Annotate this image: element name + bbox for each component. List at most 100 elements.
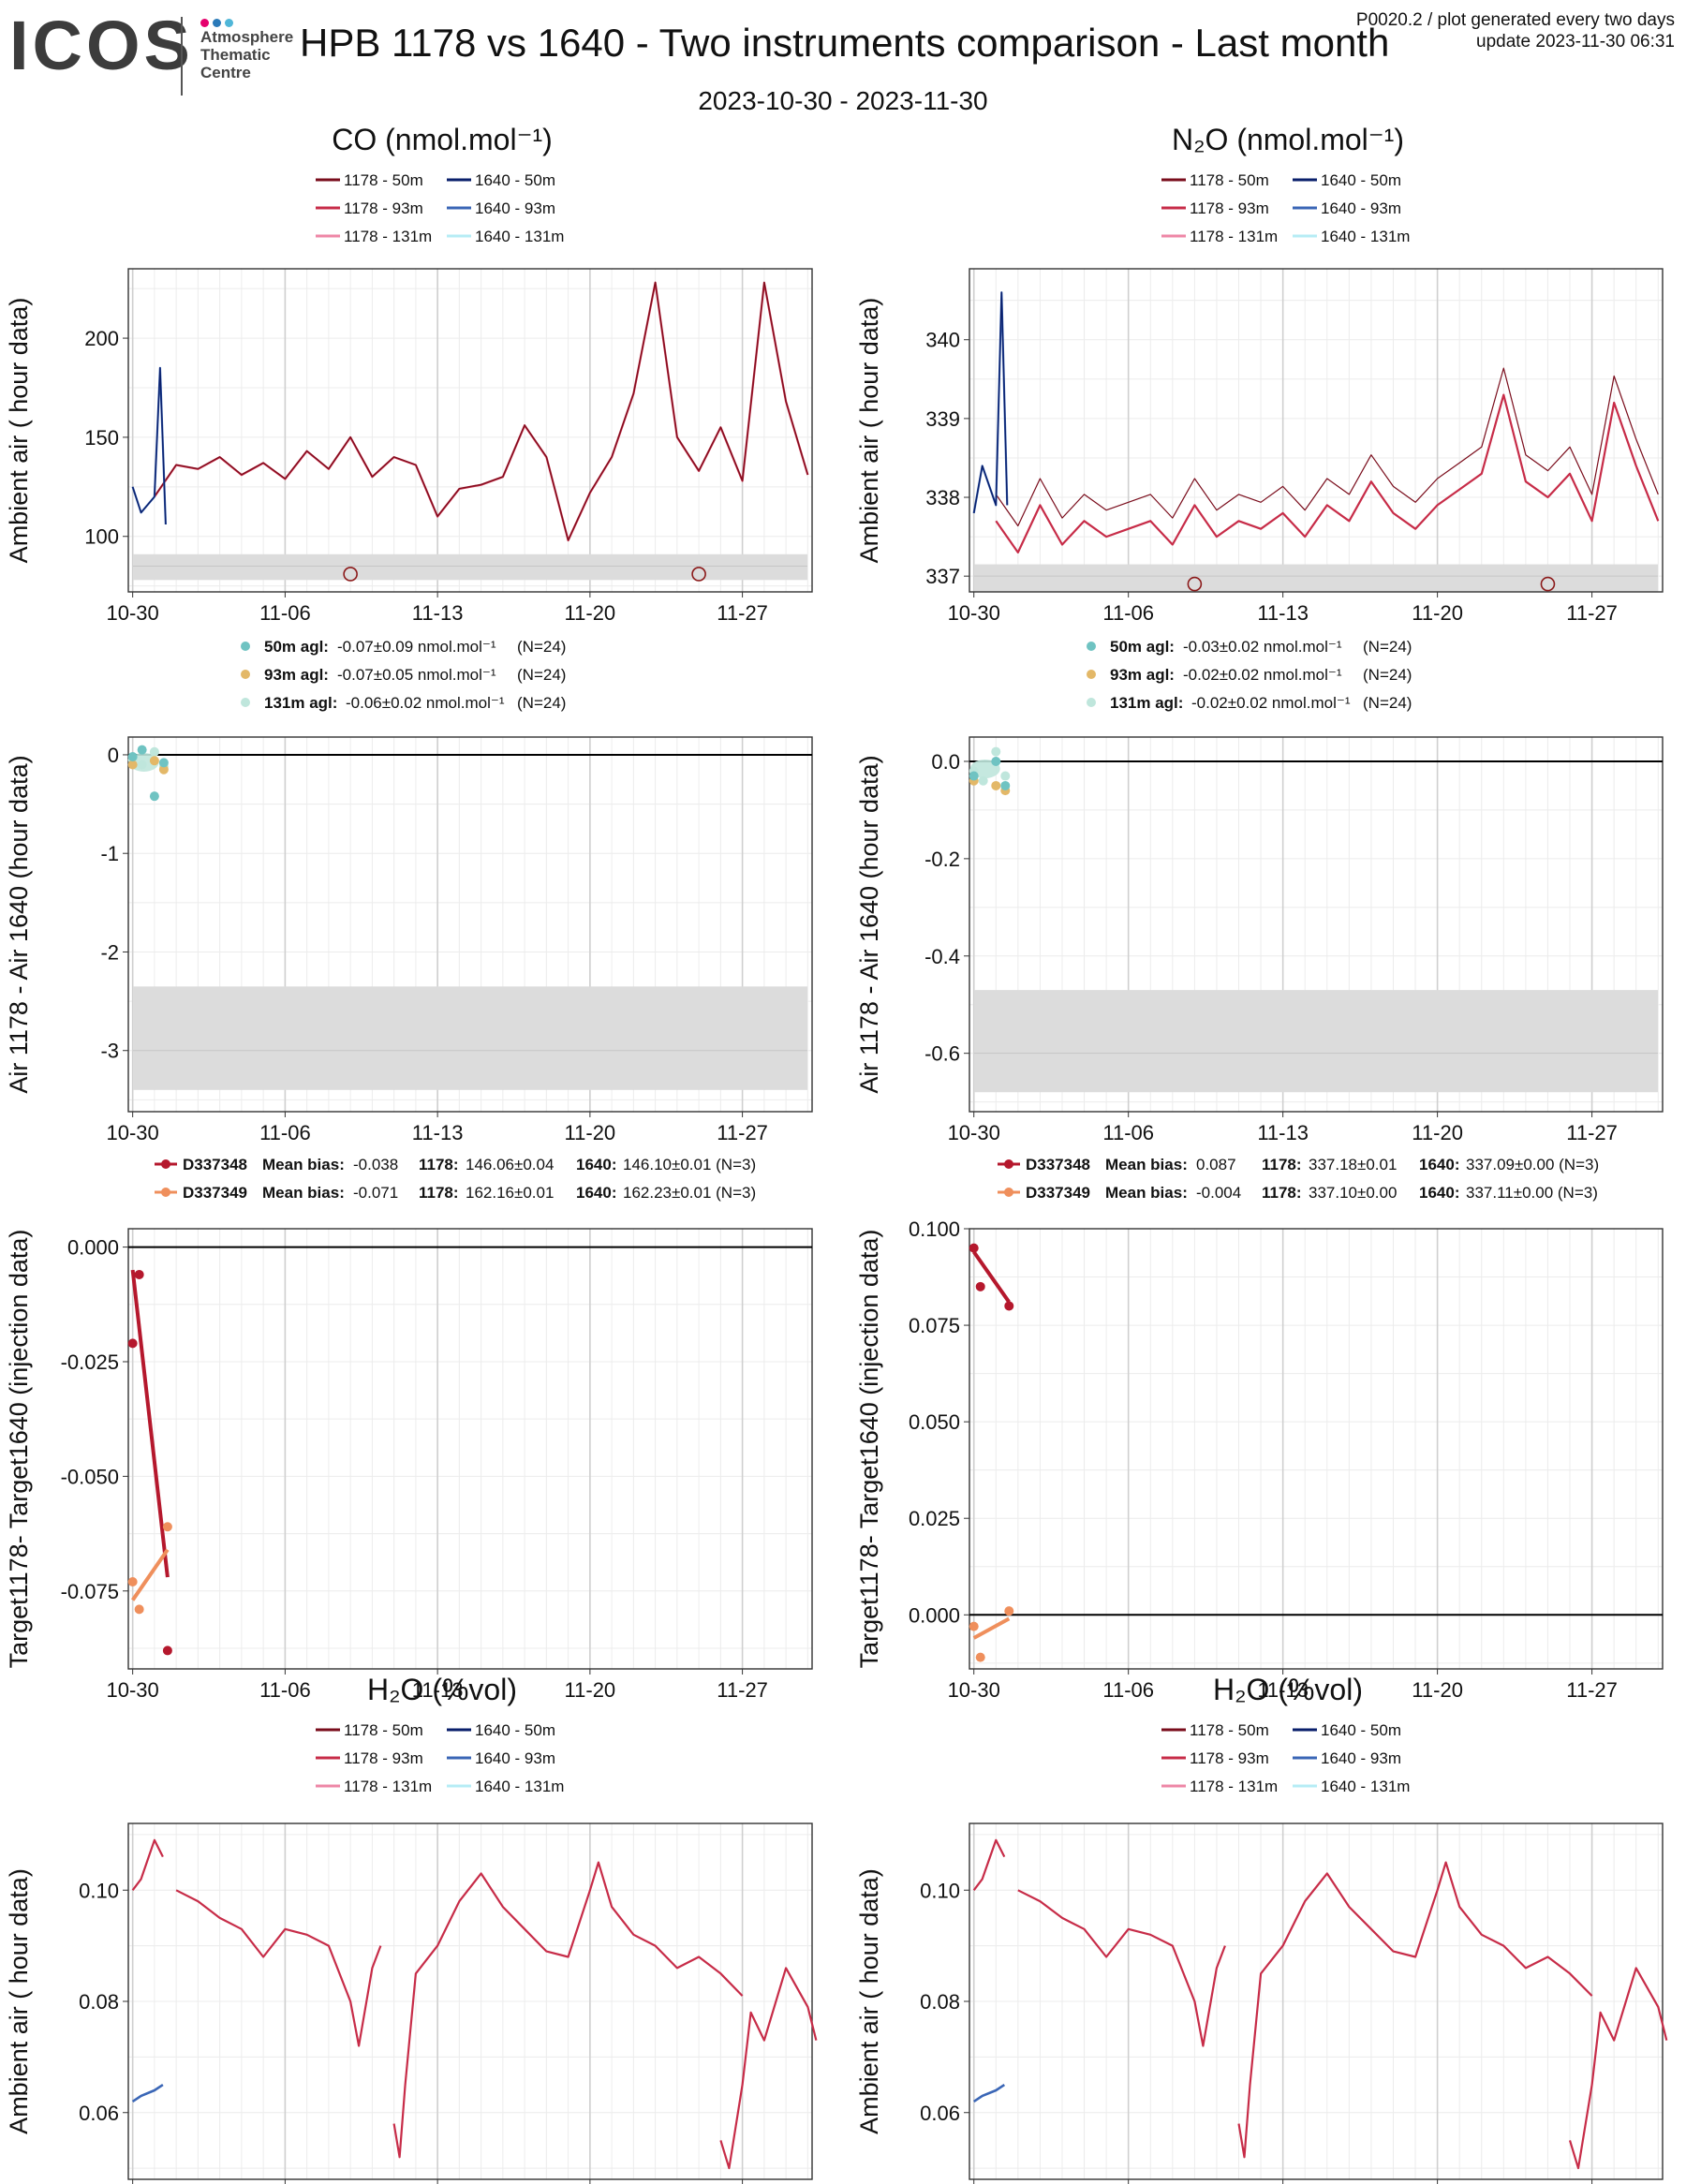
y-tick-label: 339 [925, 407, 960, 431]
legend-cylinder: D337349 [183, 1184, 247, 1202]
point-131m [1000, 771, 1011, 781]
series-1640 [972, 2084, 1006, 2103]
y-tick-label: -0.025 [61, 1350, 119, 1374]
x-tick-label: 11-13 [1257, 1121, 1309, 1144]
y-axis-label: Ambient air ( hour data) [5, 298, 33, 564]
logo-subtitle-line3: Centre [200, 64, 251, 81]
legend-label: 1640 - 93m [1321, 199, 1401, 217]
legend-count: (N=24) [517, 666, 566, 684]
target1-point [127, 1338, 138, 1349]
x-tick-label: 11-20 [565, 601, 616, 625]
x-tick-label: 11-20 [1412, 1121, 1463, 1144]
point-50m [991, 756, 1001, 766]
point-93m [158, 764, 169, 775]
y-tick-label: 0.10 [79, 1879, 119, 1902]
legend-height: 93m agl: [264, 666, 329, 684]
y-axis-label: Ambient air ( hour data) [855, 298, 883, 564]
panel-title: H₂O (%vol) [1213, 1673, 1363, 1706]
logo-dot-cyan [225, 19, 233, 27]
point-50m [1000, 780, 1011, 790]
legend-label: 1178 - 93m [344, 199, 423, 217]
legend-label: 1178 - 131m [1190, 1778, 1278, 1795]
legend-label: 1178 - 93m [1190, 1749, 1269, 1767]
legend-label: 1640 - 131m [475, 1778, 564, 1795]
y-axis-label: Air 1178 - Air 1640 (hour data) [855, 755, 883, 1093]
y-tick-label: -0.4 [924, 945, 960, 968]
series-1640-50m [973, 291, 1008, 514]
x-tick-label: 10-30 [948, 601, 1000, 625]
legend-dot [1087, 698, 1096, 707]
legend-1640-label: 1640: [576, 1184, 616, 1202]
plot-frame [127, 1822, 813, 2180]
legend-stat: -0.02±0.02 nmol.mol⁻¹ [1183, 666, 1342, 684]
update-timestamp: update 2023-11-30 06:31 [1476, 32, 1675, 52]
plot-frame [127, 1228, 813, 1670]
date-range: 2023-10-30 - 2023-11-30 [698, 86, 988, 115]
legend-height: 131m agl: [1110, 694, 1183, 712]
x-tick-label: 11-06 [1102, 1121, 1154, 1144]
series-1178 [1237, 1861, 1593, 2159]
y-tick-label: 0 [108, 744, 119, 767]
x-tick-label: 11-27 [717, 601, 768, 625]
x-tick-label: 11-06 [259, 601, 311, 625]
series-1178 [1568, 1967, 1668, 2170]
chart-n2o_target: 10-30 11-06 11-13 11-20 11-27 0.100 0.075 0.050… [855, 1217, 1664, 1702]
plot-background [128, 269, 812, 592]
legend-label: 1178 - 50m [1190, 171, 1269, 189]
x-tick-label: 11-13 [412, 1678, 464, 1702]
legend-bias-label: Mean bias: [262, 1184, 345, 1202]
x-tick-label: 11-27 [717, 1121, 768, 1144]
panel-title: H₂O (%vol) [367, 1673, 517, 1706]
plot-background [969, 269, 1663, 592]
legend-label: 1640 - 50m [1321, 1721, 1401, 1739]
y-tick-label: 0.06 [920, 2102, 960, 2125]
legend-bias: -0.038 [353, 1156, 398, 1173]
legend-stat: -0.06±0.02 nmol.mol⁻¹ [346, 694, 505, 712]
plot-background [128, 1229, 812, 1669]
logo-separator [181, 17, 183, 96]
target2-point [127, 1576, 138, 1586]
legend-dot [1004, 1188, 1013, 1197]
legend-stat: -0.07±0.09 nmol.mol⁻¹ [337, 638, 496, 656]
legend-dot [161, 1188, 170, 1197]
y-axis-label: Target1178- Target1640 (injection data) [855, 1230, 883, 1669]
legend-1178-label: 1178: [1262, 1184, 1302, 1202]
legend-label: 1640 - 131m [475, 228, 564, 245]
uncertainty-band [974, 990, 1658, 1093]
y-tick-label: 150 [84, 426, 119, 450]
plot-frame [969, 736, 1664, 1113]
point-131m [991, 746, 1001, 757]
point-50m [149, 791, 159, 802]
plot-frame [969, 1228, 1664, 1670]
legend-label: 1640 - 50m [1321, 171, 1401, 189]
plot-frame [969, 268, 1664, 593]
legend-stat: -0.02±0.02 nmol.mol⁻¹ [1191, 694, 1351, 712]
point-93m [127, 760, 138, 770]
legend-count: (N=24) [517, 694, 566, 712]
chart-n2o_ambient: 10-30 11-06 11-13 11-20 11-27 337 338 339 340 Amb… [855, 268, 1664, 625]
legend-1178-label: 1178: [1262, 1156, 1302, 1173]
legend-1178-value: 162.16±0.01 [466, 1184, 554, 1202]
target1-point [975, 1281, 985, 1291]
point-93m [991, 780, 1001, 790]
series-1178 [392, 1861, 744, 2159]
legend-label: 1178 - 50m [344, 171, 423, 189]
point-50m [969, 771, 979, 781]
x-tick-label: 10-30 [948, 1678, 1000, 1702]
x-tick-label: 11-20 [1412, 601, 1463, 625]
legend-1178-label: 1178: [419, 1184, 459, 1202]
legend-1640-label: 1640: [576, 1156, 616, 1173]
legend-height: 50m agl: [264, 638, 329, 656]
legend-dot [241, 670, 250, 679]
target2-point [134, 1604, 144, 1615]
series-1178-50m [995, 367, 1659, 527]
series-legend: 1178 - 50m 1640 - 50m 1178 - 93m 1640 - 93m… [316, 171, 564, 245]
logo-subtitle-line2: Thematic [200, 46, 271, 64]
x-tick-label: 11-13 [412, 1121, 464, 1144]
x-tick-label: 11-27 [717, 1678, 768, 1702]
legend-label: 1640 - 131m [1321, 228, 1410, 245]
logo-subtitle: Atmosphere Thematic Centre [200, 28, 293, 81]
logo-dot-magenta [200, 19, 209, 27]
point-93m [149, 756, 159, 766]
chart-h2o_right: 10-3011-0611-1311-2011-270.060.080.10Amb… [855, 1822, 1668, 2184]
